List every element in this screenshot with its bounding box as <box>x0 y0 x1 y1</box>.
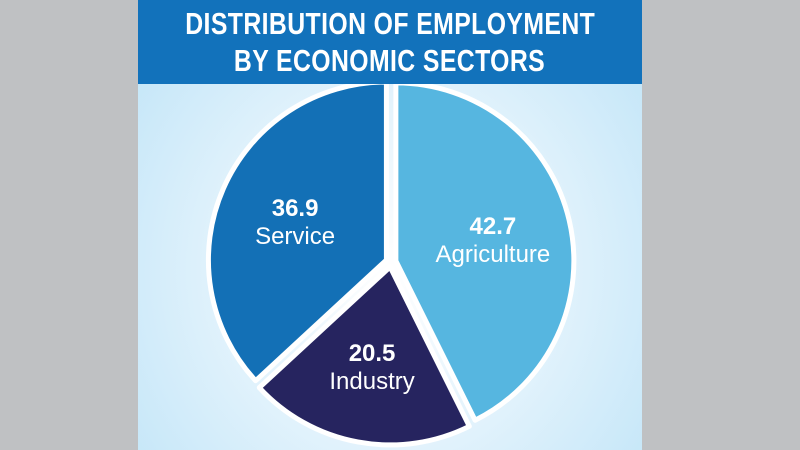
slice-value-industry: 20.5 <box>349 340 396 367</box>
pie-slice-service <box>205 84 389 384</box>
slice-label-agriculture: Agriculture <box>436 241 551 268</box>
slice-value-service: 36.9 <box>272 195 319 222</box>
slice-label-industry: Industry <box>329 368 414 395</box>
chart-title-line-2: BY ECONOMIC SECTORS <box>234 43 546 78</box>
chart-title-line-1: DISTRIBUTION OF EMPLOYMENT <box>185 6 595 41</box>
chart-header: DISTRIBUTION OF EMPLOYMENT BY ECONOMIC S… <box>138 0 642 84</box>
infographic-card: DISTRIBUTION OF EMPLOYMENT BY ECONOMIC S… <box>138 0 642 450</box>
slice-value-agriculture: 42.7 <box>470 213 517 240</box>
pie-slice-agriculture <box>393 84 577 423</box>
pie-slice-industry <box>256 264 472 448</box>
slice-label-service: Service <box>255 223 335 250</box>
